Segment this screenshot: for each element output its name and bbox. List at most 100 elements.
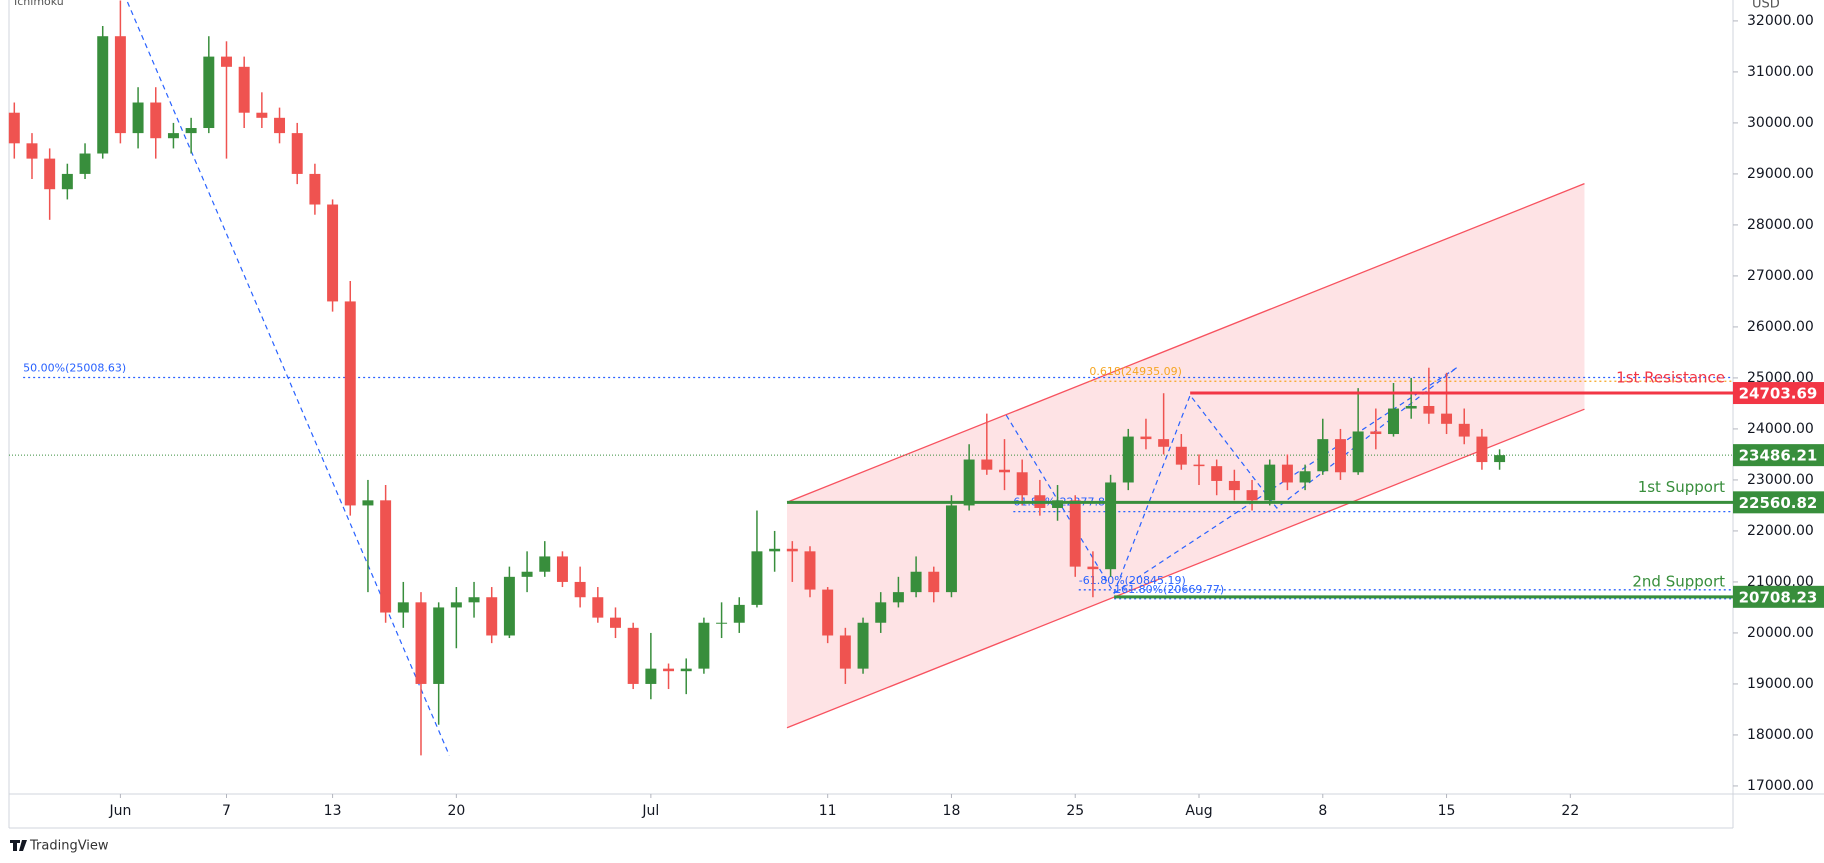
brand-label: TradingView bbox=[29, 839, 109, 854]
candle-body bbox=[433, 607, 445, 684]
candle-body bbox=[981, 459, 993, 470]
y-tick-label: 24000.00 bbox=[1747, 421, 1814, 437]
candle-body bbox=[1087, 566, 1099, 570]
y-tick-label: 23000.00 bbox=[1747, 472, 1814, 488]
y-tick-label: 29000.00 bbox=[1747, 166, 1814, 182]
candle-body bbox=[1281, 464, 1293, 483]
candle-body bbox=[362, 500, 374, 506]
candle-body bbox=[327, 204, 339, 302]
fib-label: -61.80%(20845.19) bbox=[1079, 574, 1186, 587]
candle-body bbox=[1016, 472, 1028, 496]
level-price-label: 20708.23 bbox=[1739, 588, 1818, 606]
candle-body bbox=[698, 622, 710, 669]
fib-label: 50.00%(25008.63) bbox=[23, 361, 126, 374]
channel-line bbox=[786, 183, 1585, 503]
candle-body bbox=[1158, 439, 1170, 447]
candle-body bbox=[1423, 405, 1435, 414]
candle-body bbox=[610, 617, 621, 628]
candle-body bbox=[415, 602, 427, 684]
candle-body bbox=[203, 56, 215, 129]
level-name: 2nd Support bbox=[1632, 572, 1725, 590]
candle-body bbox=[1122, 436, 1134, 483]
candle-body bbox=[1441, 413, 1453, 424]
y-tick-label: 32000.00 bbox=[1747, 13, 1814, 29]
candle-body bbox=[468, 597, 480, 603]
candle-body bbox=[1370, 431, 1382, 435]
candle-body bbox=[928, 571, 940, 593]
candle-body bbox=[963, 459, 975, 506]
candle-body bbox=[503, 576, 515, 636]
candle-body bbox=[1175, 446, 1187, 465]
candle-body bbox=[8, 112, 20, 144]
candle-body bbox=[804, 551, 816, 590]
candle-body bbox=[1052, 500, 1064, 508]
x-tick-label: Aug bbox=[1185, 803, 1212, 819]
candle-body bbox=[521, 571, 533, 577]
candle-body bbox=[592, 597, 604, 618]
candle-body bbox=[486, 597, 498, 636]
x-tick-label: 25 bbox=[1066, 803, 1084, 819]
level-price-box bbox=[1733, 382, 1824, 405]
x-tick-label: 18 bbox=[943, 803, 961, 819]
candle-body bbox=[185, 128, 197, 134]
candle-body bbox=[1299, 471, 1311, 483]
candle-body bbox=[680, 668, 692, 672]
candle-body bbox=[1458, 423, 1470, 437]
brand-logo bbox=[10, 840, 27, 851]
candle-body bbox=[910, 571, 922, 593]
level-name: 1st Support bbox=[1638, 478, 1725, 496]
candle-body bbox=[97, 36, 109, 154]
candle-body bbox=[450, 602, 462, 608]
y-tick-label: 19000.00 bbox=[1747, 676, 1814, 692]
candle-body bbox=[663, 668, 675, 672]
candle-body bbox=[1334, 439, 1346, 473]
candle-body bbox=[857, 622, 869, 669]
candle-body bbox=[221, 56, 232, 67]
x-tick-label: 11 bbox=[819, 803, 837, 819]
pattern-line bbox=[1113, 366, 1458, 594]
currency-label: USD bbox=[1752, 0, 1780, 12]
level-price-box bbox=[1733, 491, 1824, 514]
candle-body bbox=[79, 153, 91, 174]
candle-body bbox=[309, 173, 321, 205]
candle-body bbox=[999, 469, 1010, 473]
current-price-box bbox=[1733, 444, 1824, 467]
candle-body bbox=[1246, 490, 1258, 501]
pattern-line bbox=[126, 1, 450, 756]
candle-body bbox=[945, 505, 957, 593]
candle-body bbox=[1228, 480, 1240, 491]
candle-body bbox=[1317, 439, 1329, 472]
fib-label: 161.80%(20669.77) bbox=[1114, 583, 1224, 596]
level-price-label: 22560.82 bbox=[1739, 494, 1818, 512]
candle-body bbox=[645, 668, 657, 684]
candle-body bbox=[344, 301, 356, 506]
indicator-label: Ichimoku bbox=[14, 0, 64, 8]
candle-body bbox=[1388, 408, 1399, 435]
candle-body bbox=[556, 556, 568, 582]
candle-body bbox=[1494, 455, 1506, 463]
candle-body bbox=[380, 500, 392, 613]
candle-body bbox=[716, 622, 728, 624]
candle-body bbox=[397, 602, 409, 613]
x-tick-label: 7 bbox=[222, 803, 231, 819]
x-tick-label: 20 bbox=[447, 803, 465, 819]
candle-body bbox=[44, 158, 56, 190]
x-tick-label: 22 bbox=[1561, 803, 1579, 819]
x-tick-label: 8 bbox=[1318, 803, 1327, 819]
level-price-label: 24703.69 bbox=[1739, 385, 1818, 403]
y-tick-label: 27000.00 bbox=[1747, 268, 1814, 284]
candle-body bbox=[132, 102, 144, 134]
candle-body bbox=[150, 102, 162, 139]
channel-line bbox=[786, 408, 1585, 729]
x-tick-label: Jul bbox=[641, 803, 659, 819]
candle-body bbox=[1069, 500, 1081, 567]
y-tick-label: 17000.00 bbox=[1747, 778, 1814, 794]
candle-body bbox=[627, 627, 639, 684]
candle-body bbox=[238, 66, 250, 113]
candle-body bbox=[822, 589, 834, 636]
y-tick-label: 22000.00 bbox=[1747, 523, 1814, 539]
candle-body bbox=[539, 556, 551, 572]
candle-body bbox=[114, 36, 126, 134]
